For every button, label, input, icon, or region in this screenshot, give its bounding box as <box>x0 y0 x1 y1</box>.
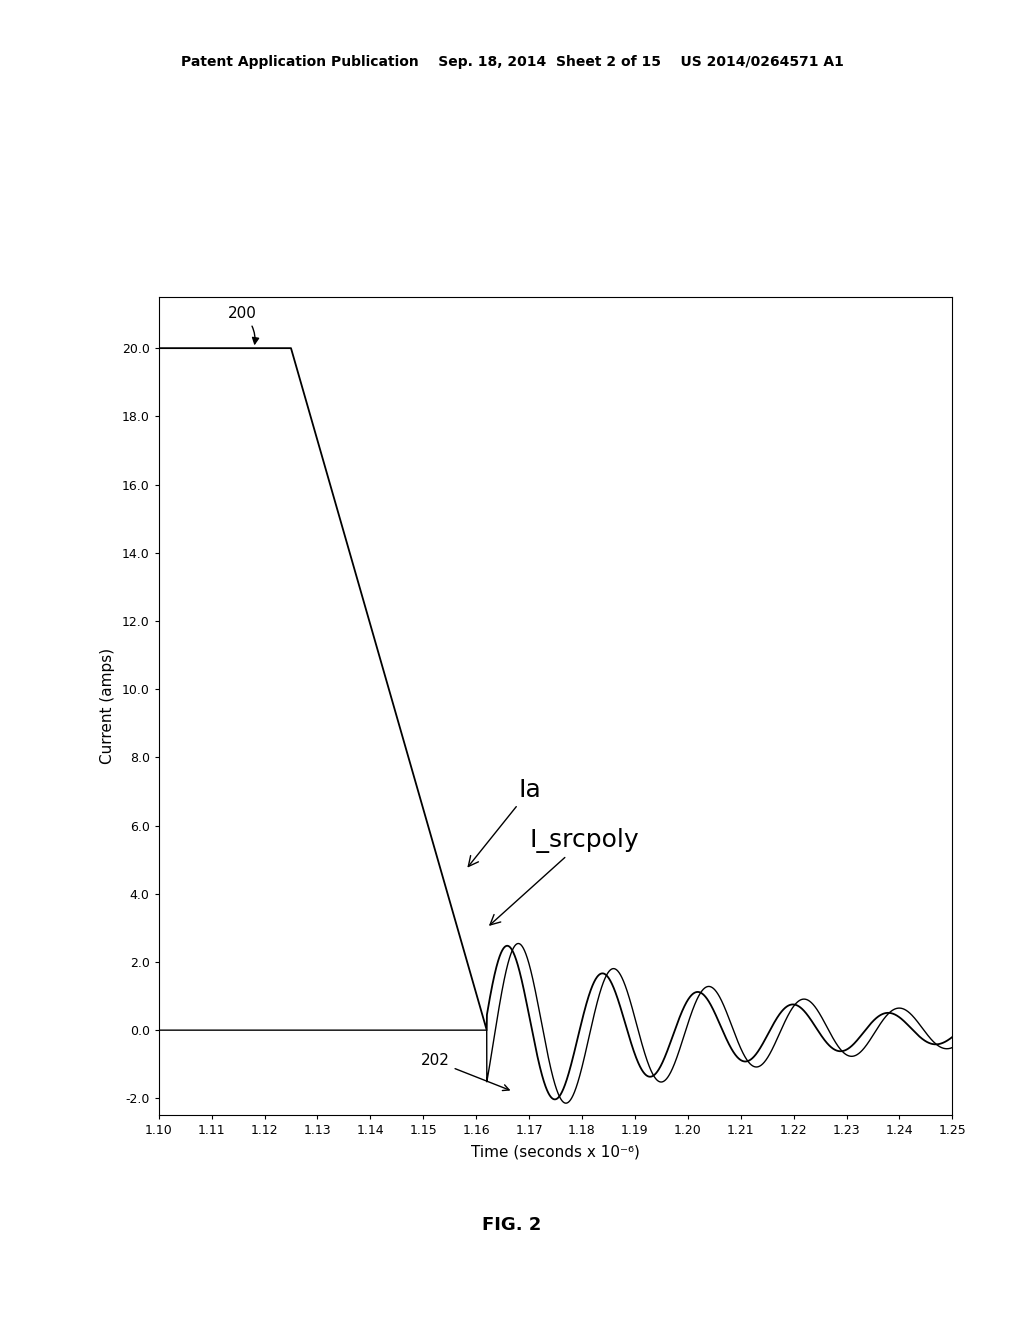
Text: 202: 202 <box>421 1053 509 1090</box>
Text: I_srcpoly: I_srcpoly <box>489 828 639 925</box>
Text: Patent Application Publication    Sep. 18, 2014  Sheet 2 of 15    US 2014/026457: Patent Application Publication Sep. 18, … <box>180 55 844 70</box>
Text: 200: 200 <box>227 306 259 345</box>
Y-axis label: Current (amps): Current (amps) <box>100 648 115 764</box>
X-axis label: Time (seconds x 10⁻⁶): Time (seconds x 10⁻⁶) <box>471 1144 640 1159</box>
Text: Ia: Ia <box>468 777 542 866</box>
Text: FIG. 2: FIG. 2 <box>482 1216 542 1234</box>
